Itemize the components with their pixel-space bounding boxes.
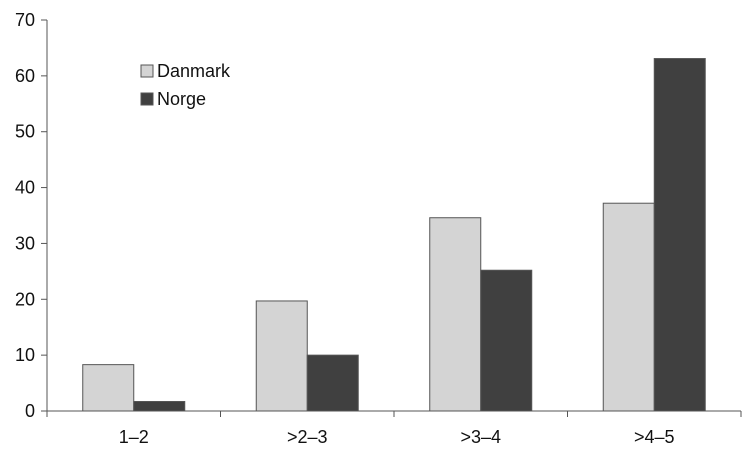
x-tick-label: >4–5: [634, 427, 675, 447]
y-tick-label: 40: [15, 178, 35, 198]
x-tick-label: >3–4: [460, 427, 501, 447]
y-tick-label: 20: [15, 289, 35, 309]
y-tick-label: 10: [15, 345, 35, 365]
bar-norge-0: [133, 401, 186, 412]
y-tick-label: 70: [15, 10, 35, 30]
bar-danmark-3: [602, 202, 655, 412]
bar-norge-2: [480, 269, 533, 412]
x-tick-label: 1–2: [119, 427, 149, 447]
y-tick-label: 60: [15, 66, 35, 86]
bar-norge-3: [653, 58, 706, 412]
legend-swatch-norge: [140, 92, 154, 106]
legend-swatch-danmark: [140, 64, 154, 78]
y-tick-label: 50: [15, 122, 35, 142]
legend: Danmark Norge: [140, 61, 231, 109]
legend-label-norge: Norge: [157, 89, 206, 109]
plot-area: 0 10 20 30 40 50 60 70 1–2 >2–3 >3–4 >4–5: [15, 10, 742, 447]
y-tick-label: 0: [25, 401, 35, 421]
bar-danmark-2: [429, 217, 482, 412]
bar-danmark-1: [255, 300, 308, 412]
x-tick-label: >2–3: [287, 427, 328, 447]
y-tick-label: 30: [15, 233, 35, 253]
bar-danmark-0: [82, 364, 135, 412]
bar-norge-1: [306, 354, 359, 412]
legend-label-danmark: Danmark: [157, 61, 231, 81]
